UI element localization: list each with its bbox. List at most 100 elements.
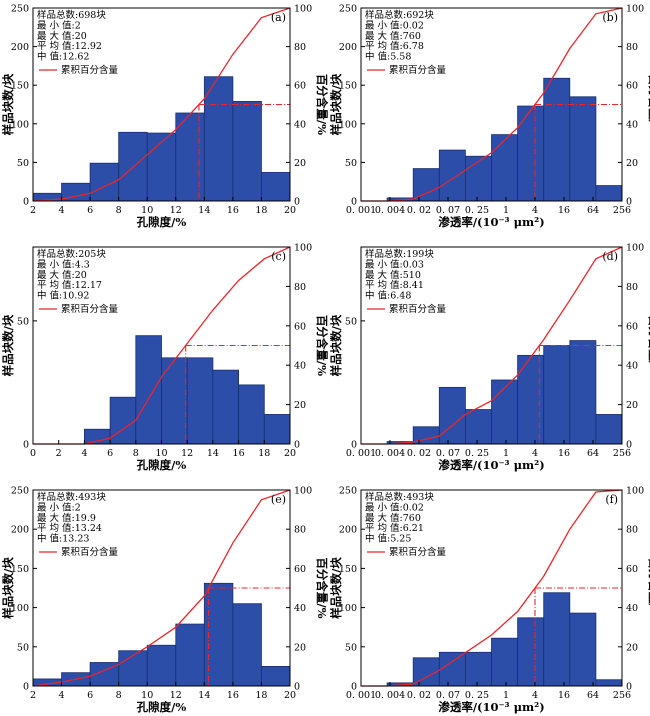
x-tick-label: 12: [181, 448, 193, 459]
x-tick-label: 256: [613, 448, 631, 459]
bar: [186, 357, 214, 445]
stats-line: 平 均 值:6.21: [365, 522, 424, 534]
x-axis-title: 孔隙度/%: [137, 458, 187, 472]
x-tick-label: 18: [258, 448, 270, 459]
y2-tick-label: 0: [626, 682, 632, 693]
bar: [263, 414, 291, 445]
x-tick-label: 4: [532, 448, 538, 459]
y2-tick-label: 20: [626, 400, 638, 411]
y-tick-label: 100: [11, 119, 29, 130]
stats-line: 样品总数:199块: [365, 248, 434, 260]
stats-line: 最 小 值:0.02: [365, 19, 424, 31]
stats-line: 平 均 值:12.92: [37, 40, 102, 52]
x-tick-label: 0. 02: [407, 448, 431, 459]
x-tick-label: 12: [170, 205, 182, 216]
stats-line: 平 均 值:8.41: [365, 279, 424, 291]
bar: [517, 617, 545, 687]
stats-line: 最 大 值:19.9: [37, 512, 96, 524]
x-tick-label: 16: [558, 448, 570, 459]
x-tick-label: 10: [141, 205, 153, 216]
y2-tick-label: 60: [294, 321, 306, 332]
y2-tick-label: 20: [626, 158, 638, 169]
y-tick-label: 200: [11, 525, 29, 536]
y-tick-label: 150: [339, 81, 357, 92]
bar: [118, 650, 148, 687]
x-tick-label: 0. 001: [346, 205, 376, 216]
x-tick-label: 1: [503, 205, 509, 216]
y-tick-label: 250: [11, 486, 29, 497]
stats-line: 最 小 值:2: [37, 501, 81, 513]
x-tick-label: 4: [81, 448, 87, 459]
y2-tick-label: 60: [626, 321, 638, 332]
bar: [175, 623, 205, 687]
plot-frame: [360, 489, 623, 687]
x-tick-label: 6: [107, 448, 113, 459]
bar: [543, 592, 571, 687]
x-tick-label: 0. 25: [465, 690, 489, 701]
stats-line: 最 大 值:20: [37, 269, 87, 281]
x-tick-label: 8: [116, 690, 122, 701]
y-axis-title: 样品块数/块: [1, 314, 15, 376]
legend-label: 累积百分含量: [389, 64, 447, 76]
stats-line: 样品总数:493块: [365, 491, 434, 503]
y2-tick-label: 60: [626, 564, 638, 575]
bar: [261, 172, 291, 202]
bar: [135, 335, 162, 445]
x-tick-label: 8: [133, 448, 139, 459]
y2-tick-label: 80: [626, 42, 638, 53]
y-tick-label: 150: [11, 564, 29, 575]
y-axis-title: 样品块数/块: [329, 557, 343, 619]
stats-line: 中 值:6.48: [365, 290, 411, 302]
bar: [146, 132, 177, 202]
bar: [109, 396, 137, 445]
y-tick-label: 150: [11, 81, 29, 92]
plot-frame: [32, 489, 291, 687]
x-tick-label: 0. 02: [407, 205, 431, 216]
x-tick-label: 2: [56, 448, 62, 459]
y-tick-label: 50: [17, 316, 29, 327]
x-tick-label: 0. 07: [436, 448, 460, 459]
plot-frame: [360, 246, 623, 445]
bar: [569, 96, 597, 202]
legend-label: 累积百分含量: [61, 546, 119, 558]
x-tick-label: 16: [227, 690, 239, 701]
x-tick-label: 18: [255, 205, 267, 216]
x-tick-label: 14: [198, 205, 210, 216]
y-tick-label: 200: [339, 42, 357, 53]
y2-tick-label: 80: [626, 282, 638, 293]
bar: [595, 185, 623, 202]
y-tick-label: 0: [23, 682, 29, 693]
panel-e: 2 4 6 8 10 12 14 16 18 20050100150200250020406080…: [1, 486, 329, 715]
cumulative-line: [361, 489, 623, 687]
x-tick-label: 0. 004: [375, 690, 405, 701]
y-tick-label: 250: [339, 486, 357, 497]
bar: [464, 155, 492, 202]
y2-tick-label: 100: [626, 243, 644, 254]
x-tick-label: 64: [587, 205, 599, 216]
y2-tick-label: 80: [294, 42, 306, 53]
x-tick-label: 0. 02: [407, 690, 431, 701]
cumulative-line: [361, 7, 623, 202]
y2-axis-title: 百分含量/%: [315, 74, 329, 135]
y2-axis-title: 百分含量/%: [647, 557, 650, 618]
y-tick-label: 50: [17, 158, 29, 169]
y2-tick-label: 20: [626, 642, 638, 653]
y-tick-label: 50: [17, 642, 29, 653]
bar: [569, 612, 597, 687]
y2-tick-label: 100: [294, 243, 312, 254]
cumulative-line: [361, 246, 623, 445]
legend-label: 累积百分含量: [61, 303, 119, 315]
y2-axis-title: 百分含量/%: [315, 315, 329, 376]
stats-line: 样品总数:698块: [37, 9, 106, 21]
y2-tick-label: 20: [294, 158, 306, 169]
panel-label: (b): [602, 11, 618, 24]
x-tick-label: 16: [233, 448, 245, 459]
x-tick-label: 20: [284, 690, 296, 701]
stats-line: 中 值:12.62: [37, 51, 89, 63]
bar: [212, 369, 239, 445]
x-axis-title: 孔隙度/%: [137, 215, 187, 229]
x-tick-label: 10: [141, 690, 153, 701]
x-tick-label: 0. 004: [375, 205, 405, 216]
panel-c: 0 2 4 6 8 10 12 14 16 18 20050020406080100孔隙度/%样品块…: [1, 243, 329, 473]
